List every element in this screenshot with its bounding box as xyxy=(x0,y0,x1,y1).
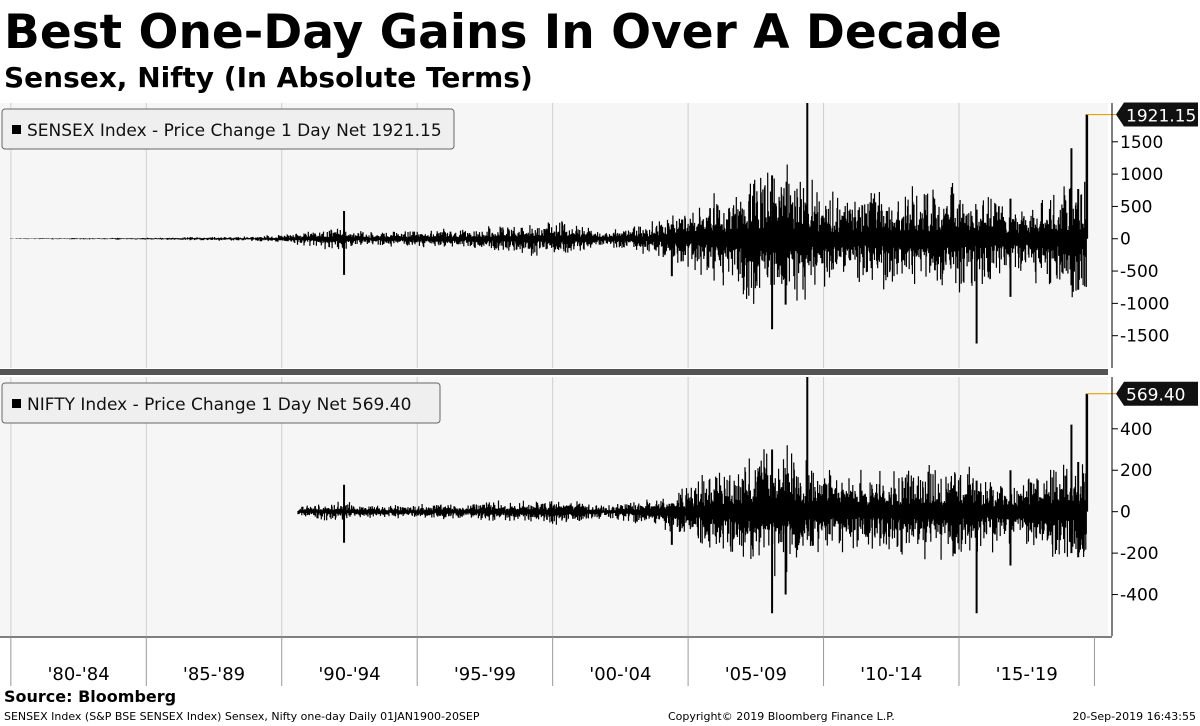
x-axis-band xyxy=(0,636,1108,686)
y-tick-label: 1500 xyxy=(1120,133,1163,153)
x-tick-label: '10-'14 xyxy=(860,664,922,685)
legend-box xyxy=(1,382,441,424)
y-tick-label: 0 xyxy=(1120,503,1131,523)
y-tick-label: 500 xyxy=(1120,197,1152,217)
x-tick-label: '95-'99 xyxy=(454,664,516,685)
last-value-label: 1921.15 xyxy=(1126,107,1196,127)
x-axis: '80-'84 '85-'89 '90-'94 '95-'99 '00-'04 '05-'… xyxy=(0,369,1112,686)
panel-separator xyxy=(0,369,1108,375)
footer-timestamp: 20-Sep-2019 16:43:55 xyxy=(1072,710,1196,723)
legend-label: NIFTY Index - Price Change 1 Day Net 569… xyxy=(27,395,411,415)
y-tick-label: -200 xyxy=(1120,544,1159,564)
chart-subtitle: Sensex, Nifty (In Absolute Terms) xyxy=(4,61,533,94)
y-tick-label: 400 xyxy=(1120,420,1152,440)
y-tick-label: -500 xyxy=(1120,262,1159,282)
series-bars xyxy=(297,445,1087,577)
legend-label: SENSEX Index - Price Change 1 Day Net 19… xyxy=(27,121,442,141)
series-bars xyxy=(10,164,1087,304)
x-tick-label: '15-'19 xyxy=(996,664,1058,685)
footer-copyright: Copyright© 2019 Bloomberg Finance L.P. xyxy=(668,710,895,723)
x-tick-label: '05-'09 xyxy=(725,664,787,685)
y-tick-label: 1000 xyxy=(1120,165,1163,185)
last-value-label: 569.40 xyxy=(1126,386,1185,406)
footer: SENSEX Index (S&P BSE SENSEX Index) Sens… xyxy=(0,707,1200,726)
legend-swatch xyxy=(12,399,21,408)
legend-swatch xyxy=(12,125,21,134)
nifty-panel: 400 200 0 -200 -400 569.40 NIFTY Index - Price… xyxy=(0,377,1198,636)
x-tick-label: '90-'94 xyxy=(318,664,380,685)
last-value-badge xyxy=(1116,381,1198,406)
x-tick-label: '00-'04 xyxy=(589,664,651,685)
chart-title: Best One-Day Gains In Over A Decade xyxy=(4,5,1002,60)
y-tick-label: -400 xyxy=(1120,586,1159,606)
x-tick-label: '80-'84 xyxy=(47,664,109,685)
footer-left: SENSEX Index (S&P BSE SENSEX Index) Sens… xyxy=(4,710,480,723)
legend-box xyxy=(1,108,455,150)
x-tick-label: '85-'89 xyxy=(183,664,245,685)
y-tick-label: 0 xyxy=(1120,230,1131,250)
y-tick-label: -1000 xyxy=(1120,294,1169,314)
sensex-panel: 1500 1000 500 0 -500 -1000 -1500 1921.15 SENSEX … xyxy=(0,102,1198,368)
source-note: Source: Bloomberg xyxy=(4,687,177,706)
last-value-badge xyxy=(1116,102,1198,127)
y-tick-label: 200 xyxy=(1120,461,1152,481)
y-tick-label: -1500 xyxy=(1120,327,1169,347)
